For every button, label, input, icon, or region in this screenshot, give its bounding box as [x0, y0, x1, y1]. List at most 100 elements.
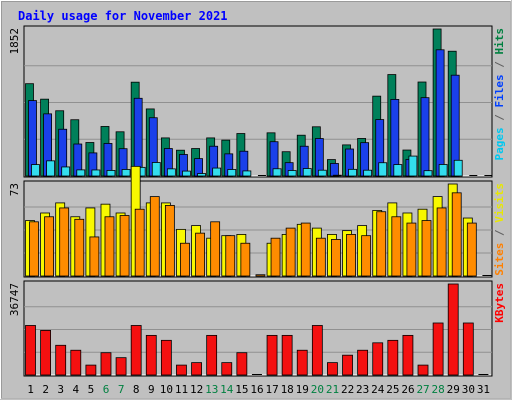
- bar-hits-pages-2: [46, 160, 55, 177]
- bar-hits-pages-5: [91, 169, 101, 177]
- panel-frame-kbytes: [23, 280, 493, 377]
- legend-part-hits-3: /: [493, 55, 506, 75]
- bar-kbytes-kbytes-11: [176, 364, 187, 376]
- bar-visits-sites-29: [451, 192, 462, 277]
- bar-kbytes-kbytes-22: [342, 354, 353, 376]
- bar-visits-sites-8: [134, 208, 145, 277]
- bar-kbytes-kbytes-10: [160, 339, 172, 376]
- bar-kbytes-kbytes-21: [327, 362, 338, 376]
- bar-kbytes-kbytes-17: [266, 334, 278, 376]
- bar-visits-sites-18: [285, 227, 296, 277]
- bar-hits-pages-9: [151, 162, 161, 177]
- legend-label-kbytes: KBytes: [493, 283, 506, 323]
- bar-hits-pages-19: [302, 168, 312, 177]
- legend-part-visits-0: Sites: [493, 243, 506, 276]
- bar-hits-pages-27: [423, 170, 433, 177]
- bar-hits-pages-31: [484, 175, 493, 176]
- bar-hits-pages-7: [121, 169, 131, 177]
- bar-hits-pages-26: [408, 155, 418, 177]
- legend-part-kbytes-0: KBytes: [493, 283, 506, 323]
- bar-hits-pages-22: [348, 168, 357, 177]
- x-tick-28: 28: [432, 383, 445, 396]
- bar-kbytes-kbytes-23: [357, 349, 369, 376]
- bar-visits-sites-4: [74, 218, 85, 277]
- bar-hits-pages-23: [363, 169, 373, 177]
- x-tick-3: 3: [57, 383, 64, 396]
- bar-visits-sites-11: [180, 242, 190, 277]
- bar-visits-sites-25: [391, 216, 402, 277]
- bar-visits-sites-20: [315, 237, 326, 277]
- bar-visits-sites-16: [255, 274, 266, 277]
- bar-visits-sites-15: [240, 242, 251, 277]
- bar-visits-sites-1: [29, 221, 39, 277]
- bar-visits-sites-23: [361, 235, 372, 277]
- x-tick-17: 17: [265, 383, 278, 396]
- legend-label-visits: Sites / Visits: [493, 183, 506, 276]
- x-tick-10: 10: [160, 383, 173, 396]
- x-axis-labels: 1 2 3 4 5 6 7 8 9 10 11 12 13 14 15 16 17 18 19 20 21 22 23 24 2…: [27, 383, 490, 396]
- x-tick-14: 14: [220, 383, 234, 396]
- bar-hits-pages-6: [106, 170, 116, 177]
- bar-visits-sites-17: [270, 237, 281, 277]
- bar-visits-sites-30: [466, 222, 477, 277]
- bar-hits-pages-12: [197, 173, 206, 177]
- bar-kbytes-kbytes-31: [478, 374, 489, 375]
- bar-kbytes-kbytes-25: [387, 339, 399, 376]
- x-tick-30: 30: [462, 383, 475, 396]
- bar-hits-pages-3: [61, 166, 71, 177]
- bar-visits-sites-12: [195, 232, 205, 277]
- bar-kbytes-kbytes-15: [236, 352, 248, 376]
- bar-hits-pages-13: [212, 167, 222, 177]
- bar-visits-sites-7: [119, 215, 130, 277]
- legend-part-visits-2: Visits: [493, 183, 506, 223]
- bar-kbytes-kbytes-28: [432, 322, 444, 376]
- bar-visits-sites-19: [300, 222, 311, 277]
- bar-hits-files-8: [133, 97, 143, 177]
- bar-visits-sites-2: [44, 216, 54, 277]
- x-tick-26: 26: [401, 383, 414, 396]
- bar-hits-pages-16: [257, 175, 266, 176]
- bar-kbytes-kbytes-4: [70, 349, 82, 376]
- ymax-label-visits: 73: [8, 183, 21, 196]
- bar-visits-sites-13: [210, 221, 221, 277]
- bar-hits-pages-17: [272, 168, 282, 177]
- bar-hits-files-21: [330, 163, 339, 177]
- bar-hits-pages-20: [317, 169, 327, 177]
- x-tick-13: 13: [205, 383, 218, 396]
- x-tick-25: 25: [386, 383, 399, 396]
- bar-kbytes-kbytes-18: [281, 334, 293, 376]
- bar-hits-pages-4: [76, 169, 86, 177]
- ymax-label-hits: 1852: [8, 28, 21, 55]
- bar-hits-pages-24: [378, 162, 388, 177]
- x-tick-27: 27: [416, 383, 429, 396]
- x-tick-18: 18: [281, 383, 294, 396]
- bar-kbytes-kbytes-13: [206, 334, 218, 376]
- bar-visits-sites-14: [225, 235, 236, 277]
- x-tick-4: 4: [73, 383, 80, 396]
- legend-part-hits-2: Files: [493, 74, 506, 107]
- bar-kbytes-kbytes-12: [191, 362, 202, 376]
- bar-hits-pages-1: [31, 164, 40, 177]
- bar-hits-pages-21: [333, 174, 342, 177]
- bar-hits-pages-25: [393, 164, 403, 177]
- x-tick-24: 24: [371, 383, 385, 396]
- chart-title: Daily usage for November 2021: [18, 9, 228, 23]
- bar-visits-sites-3: [59, 207, 70, 277]
- bar-kbytes-kbytes-2: [40, 330, 51, 376]
- ymax-label-kbytes: 36747: [8, 283, 21, 316]
- bar-kbytes-kbytes-8: [130, 325, 142, 376]
- x-tick-5: 5: [88, 383, 95, 396]
- bar-visits-sites-9: [149, 196, 160, 277]
- x-tick-15: 15: [235, 383, 248, 396]
- legend-part-visits-1: /: [493, 223, 506, 243]
- x-tick-6: 6: [103, 383, 110, 396]
- bar-hits-pages-30: [469, 175, 478, 176]
- bar-kbytes-kbytes-29: [447, 283, 459, 376]
- legend-part-hits-1: /: [493, 108, 506, 128]
- x-tick-11: 11: [175, 383, 188, 396]
- bar-visits-sites-24: [376, 211, 387, 277]
- bar-visits-sites-27: [421, 220, 432, 277]
- bar-hits-pages-11: [182, 170, 191, 177]
